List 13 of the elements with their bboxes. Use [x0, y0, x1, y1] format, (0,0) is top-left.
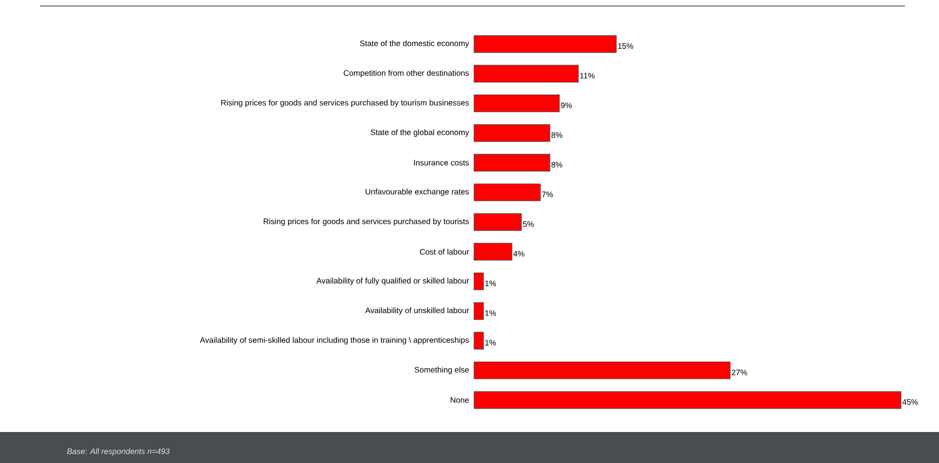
- bar: [474, 35, 617, 53]
- bar: [474, 391, 902, 409]
- bar: [474, 124, 550, 142]
- bar: [474, 154, 550, 172]
- bar: [474, 213, 522, 231]
- bar: [474, 242, 512, 261]
- bar: [474, 184, 541, 202]
- bar: [474, 332, 484, 350]
- bar: [474, 362, 731, 380]
- bar: [474, 272, 484, 290]
- bar: [474, 302, 484, 320]
- bar: [474, 94, 560, 112]
- bar: [474, 64, 579, 82]
